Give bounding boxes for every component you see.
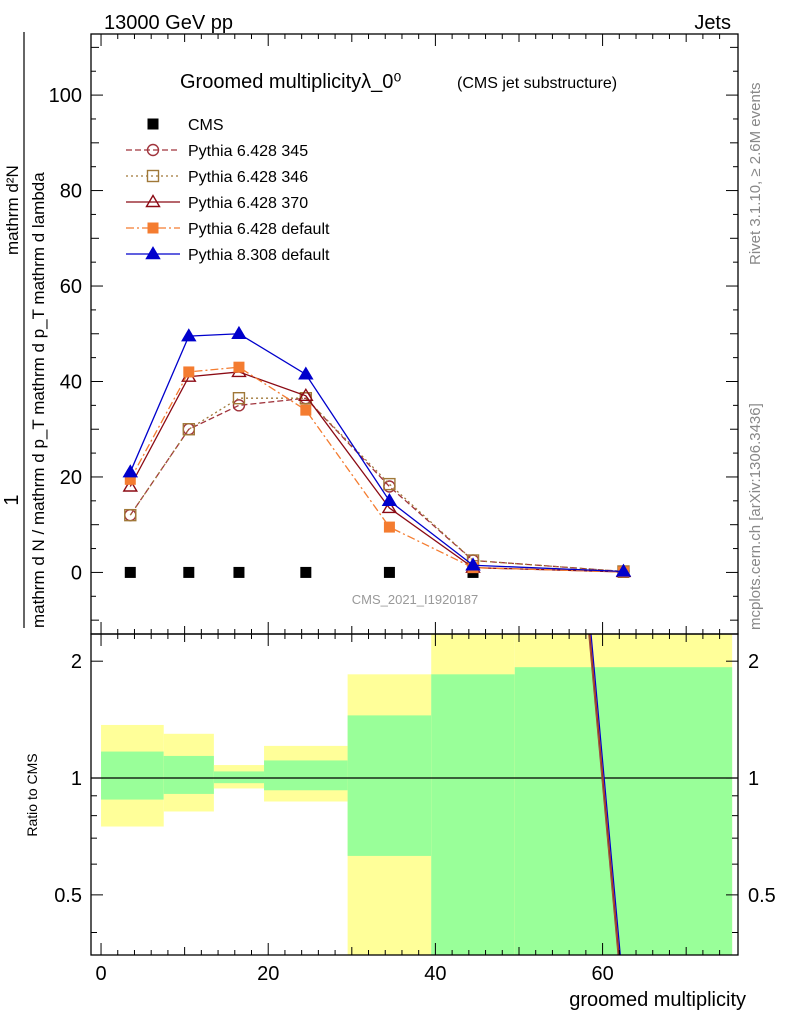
ratio-tick-label: 1 bbox=[71, 768, 82, 790]
chart-title-suffix: (CMS jet substructure) bbox=[457, 75, 617, 92]
band-inner bbox=[514, 667, 733, 955]
band-inner bbox=[264, 760, 348, 791]
ylabel-rhs: mathrm d²N bbox=[3, 165, 22, 255]
series-line bbox=[129, 397, 624, 573]
chart-title: Groomed multiplicityλ_0⁰ bbox=[180, 71, 401, 93]
data-point bbox=[231, 325, 247, 339]
y-tick-label: 100 bbox=[49, 85, 82, 107]
y-tick-label: 80 bbox=[60, 181, 82, 203]
legend-marker bbox=[145, 194, 161, 208]
y-tick-label: 20 bbox=[60, 467, 82, 489]
data-point bbox=[383, 566, 395, 578]
legend-item: CMS bbox=[147, 117, 224, 134]
data-point bbox=[232, 392, 246, 405]
data-point bbox=[124, 473, 136, 485]
series-line bbox=[129, 397, 624, 573]
rivet-label: Rivet 3.1.10, ≥ 2.6M events bbox=[747, 83, 764, 266]
ylabel-numerator: 1 bbox=[1, 494, 23, 505]
legend-marker bbox=[146, 143, 160, 157]
band-inner bbox=[213, 771, 265, 784]
series-pythia-6-428-345 bbox=[124, 392, 630, 578]
data-point bbox=[122, 464, 139, 478]
watermark: CMS_2021_I1920187 bbox=[352, 592, 479, 607]
legend-label: Pythia 6.428 default bbox=[188, 221, 330, 238]
data-point bbox=[381, 492, 398, 507]
process-label: Jets bbox=[694, 12, 731, 34]
data-point bbox=[181, 328, 197, 342]
legend-label: Pythia 8.308 default bbox=[188, 247, 330, 264]
data-point bbox=[300, 404, 312, 416]
data-point bbox=[182, 423, 196, 436]
data-point bbox=[232, 399, 246, 412]
legend-marker bbox=[145, 246, 161, 260]
mcplots-label: mcplots.cern.ch [arXiv:1306.3436] bbox=[747, 403, 764, 630]
legend-label: Pythia 6.428 345 bbox=[188, 143, 308, 160]
series-pythia-6-428-346 bbox=[124, 392, 630, 578]
legend-marker bbox=[146, 169, 160, 183]
data-point bbox=[122, 478, 139, 492]
y-tick-label: 0 bbox=[71, 562, 82, 584]
energy-label: 13000 GeV pp bbox=[104, 12, 233, 34]
y-tick-label: 60 bbox=[60, 276, 82, 298]
axis-ticks: 0 20 40 60 0 20 40 60 80 100 0.5 0.5 1 1 2 2 bbox=[49, 34, 776, 985]
data-point bbox=[383, 477, 396, 491]
data-point bbox=[383, 521, 395, 533]
ylabel-denominator: mathrm d N / mathrm d p_T mathrm d p_T m… bbox=[29, 172, 48, 628]
data-point bbox=[124, 566, 136, 578]
ratio-tick-label-right: 1 bbox=[748, 768, 759, 790]
ratio-tick-label: 2 bbox=[71, 651, 82, 673]
data-point bbox=[300, 566, 312, 578]
ratio-tick-label: 0.5 bbox=[54, 885, 82, 907]
legend-item: Pythia 6.428 370 bbox=[126, 194, 308, 212]
band-inner bbox=[101, 751, 164, 800]
x-tick-label: 60 bbox=[591, 963, 613, 985]
data-point bbox=[383, 480, 396, 493]
uncertainty-bands bbox=[101, 634, 733, 955]
data-point bbox=[465, 557, 481, 571]
legend-label: CMS bbox=[188, 117, 224, 134]
ylabel-ratio: Ratio to CMS bbox=[24, 753, 40, 836]
data-point bbox=[124, 508, 137, 522]
legend-label: Pythia 6.428 346 bbox=[188, 169, 308, 186]
ratio-tick-label-right: 2 bbox=[748, 651, 759, 673]
data-point bbox=[298, 366, 314, 380]
legend-marker bbox=[147, 118, 159, 130]
legend-item: Pythia 8.308 default bbox=[126, 246, 330, 264]
series-pythia-6-428-default bbox=[124, 361, 629, 578]
legend-item: Pythia 6.428 345 bbox=[126, 143, 308, 160]
x-tick-label: 0 bbox=[95, 963, 106, 985]
data-point bbox=[233, 361, 245, 373]
ratio-tick-label-right: 0.5 bbox=[748, 885, 776, 907]
band-inner bbox=[163, 755, 214, 794]
legend-marker bbox=[147, 222, 159, 234]
legend: CMS Pythia 6.428 345 Pythia 6.428 346 Pythi… bbox=[126, 117, 330, 264]
data-point bbox=[615, 563, 632, 577]
band-inner bbox=[347, 715, 432, 856]
data-point bbox=[381, 500, 398, 514]
ratio-curve bbox=[590, 633, 621, 956]
series-line bbox=[129, 333, 624, 573]
legend-item: Pythia 6.428 346 bbox=[126, 169, 308, 186]
series-line bbox=[129, 366, 624, 573]
ratio-lines bbox=[91, 633, 738, 956]
x-tick-label: 40 bbox=[424, 963, 446, 985]
x-tick-label: 20 bbox=[257, 963, 279, 985]
data-point bbox=[183, 366, 195, 378]
y-tick-label: 40 bbox=[60, 371, 82, 393]
ratio-plot-frame bbox=[90, 633, 739, 956]
main-series bbox=[122, 325, 632, 578]
data-point bbox=[233, 566, 245, 578]
data-point bbox=[298, 387, 314, 402]
series-line bbox=[129, 371, 624, 573]
band-inner bbox=[431, 674, 515, 955]
data-point bbox=[183, 566, 195, 578]
legend-label: Pythia 6.428 370 bbox=[188, 195, 308, 212]
legend-item: Pythia 6.428 default bbox=[126, 221, 330, 238]
series-pythia-8-308-default bbox=[122, 325, 632, 577]
xlabel: groomed multiplicity bbox=[569, 989, 746, 1011]
